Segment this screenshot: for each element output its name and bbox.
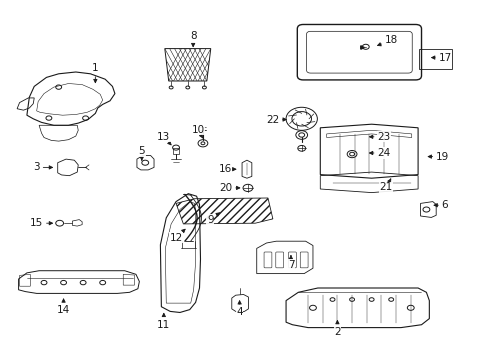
Text: 10: 10: [191, 125, 204, 138]
Text: 5: 5: [138, 146, 145, 160]
Text: 23: 23: [369, 132, 390, 142]
Text: 15: 15: [30, 218, 52, 228]
Polygon shape: [176, 198, 272, 224]
Text: 18: 18: [377, 35, 397, 46]
Text: 6: 6: [433, 200, 447, 210]
Text: 1: 1: [92, 63, 99, 83]
Text: 24: 24: [369, 148, 390, 158]
Text: 7: 7: [287, 256, 294, 270]
Text: 12: 12: [169, 229, 185, 243]
Text: 19: 19: [427, 152, 448, 162]
Text: 22: 22: [265, 114, 285, 125]
Text: 2: 2: [333, 320, 340, 337]
Text: 8: 8: [189, 31, 196, 47]
Text: 3: 3: [33, 162, 52, 172]
Text: 9: 9: [206, 213, 219, 225]
Text: 16: 16: [218, 164, 235, 174]
Text: 20: 20: [219, 183, 239, 193]
Text: 14: 14: [57, 299, 70, 315]
Text: 13: 13: [157, 132, 171, 145]
Text: 21: 21: [379, 179, 392, 192]
Text: 4: 4: [236, 301, 243, 318]
Text: 11: 11: [157, 313, 170, 330]
Text: 17: 17: [431, 53, 451, 63]
